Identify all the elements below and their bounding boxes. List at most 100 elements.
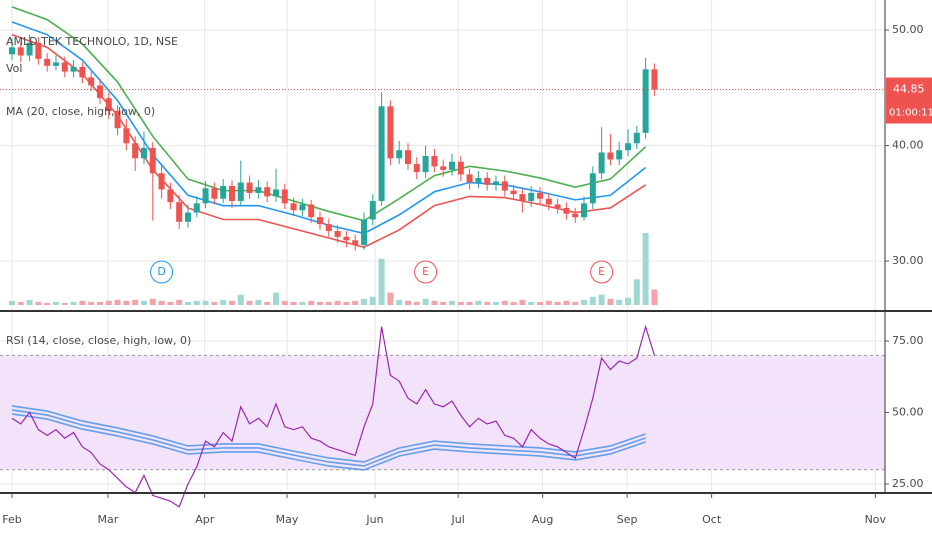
grid	[0, 0, 885, 490]
volume-bar	[493, 301, 500, 305]
candle-body	[246, 182, 253, 193]
candle-body	[220, 186, 227, 199]
volume-bar	[272, 292, 279, 305]
volume-bar	[281, 300, 288, 305]
volume-bar	[158, 300, 165, 305]
volume-bar	[519, 299, 526, 305]
volume-bar	[132, 299, 139, 305]
volume-bar	[589, 296, 596, 305]
candle-body	[211, 188, 218, 199]
candle-body	[255, 187, 262, 193]
candle-body	[123, 128, 130, 144]
candle-body	[422, 155, 429, 173]
volume-bar	[202, 300, 209, 305]
volume-bar	[510, 301, 517, 305]
volume-bar	[422, 298, 429, 305]
volume-bar	[449, 300, 456, 305]
candle-body	[519, 194, 526, 202]
candle-body	[572, 213, 579, 218]
volume-bar	[79, 300, 86, 305]
candle-body	[457, 161, 464, 175]
x-tick-label: Jul	[451, 513, 465, 526]
x-tick-label: Sep	[617, 513, 638, 526]
volume-bar	[528, 301, 535, 305]
volume-bar	[308, 300, 315, 305]
volume-bar	[299, 301, 306, 305]
candle-body	[114, 110, 121, 129]
candle-body	[642, 69, 649, 133]
volume-bar	[149, 298, 156, 305]
y-tick-label: 40.00	[892, 139, 924, 152]
volume-bar	[642, 233, 649, 305]
candle-body	[26, 42, 33, 56]
x-tick-label: Aug	[532, 513, 553, 526]
volume-bar	[290, 301, 297, 305]
candle-body	[281, 189, 288, 204]
indicator-label: MA (20, close, high, low, 0)	[6, 105, 155, 118]
volume-bar	[484, 301, 491, 305]
candle-body	[237, 182, 244, 202]
candle-body	[132, 143, 139, 159]
candle-body	[413, 164, 420, 173]
chart-title: AMLD TEK TECHNOLO, 1D, NSE	[6, 35, 178, 48]
volume-bar	[88, 301, 95, 305]
event-label: E	[422, 265, 429, 278]
y-tick-label: 25.00	[892, 477, 924, 490]
candle-body	[79, 67, 86, 78]
candle-body	[8, 47, 15, 55]
candle-body	[308, 204, 315, 218]
candle-body	[378, 106, 385, 202]
volume-bar	[211, 301, 218, 305]
candle-body	[176, 202, 183, 222]
event-marker	[590, 260, 614, 284]
candle-body	[598, 152, 605, 174]
volume-bar	[431, 300, 438, 305]
event-marker	[150, 260, 174, 284]
rsi-ma-line	[11, 409, 646, 467]
volume-bar	[96, 301, 103, 305]
candle-body	[184, 212, 191, 222]
x-tick-label: Mar	[98, 513, 119, 526]
last-price-label: 44.85	[893, 83, 925, 96]
volume-bar	[61, 302, 68, 305]
volume-bar	[140, 300, 147, 305]
candle-body	[360, 219, 367, 245]
candle-body	[563, 207, 570, 214]
volume-bar	[325, 301, 332, 305]
candle-body	[545, 198, 552, 205]
candle-body	[316, 217, 323, 225]
volume-bar	[52, 301, 59, 305]
candle-body	[405, 150, 412, 165]
volume-bar	[352, 300, 359, 305]
indicator-label: Vol	[6, 62, 22, 75]
x-tick-label: May	[276, 513, 299, 526]
candle-body	[17, 47, 24, 56]
volume-bar	[396, 299, 403, 305]
volume-bar	[264, 301, 271, 305]
candle-body	[264, 187, 271, 197]
volume-bar	[123, 300, 130, 305]
candle-body	[369, 201, 376, 220]
volume-bar	[501, 300, 508, 305]
volume-bar	[625, 297, 632, 305]
candle-body	[334, 231, 341, 237]
candle-body	[228, 186, 235, 202]
y-tick-label: 50.00	[892, 406, 924, 419]
candle-body	[510, 190, 517, 195]
volume-bar	[255, 299, 262, 305]
candle-body	[537, 192, 544, 199]
volume-bar	[572, 301, 579, 305]
volume-bar	[17, 301, 24, 305]
plot	[0, 6, 885, 508]
volume-bar	[343, 301, 350, 305]
volume-bar	[633, 279, 640, 305]
y-tick-label: 75.00	[892, 334, 924, 347]
candle-body	[88, 77, 95, 86]
volume-bar	[651, 289, 658, 305]
event-marker	[414, 260, 438, 284]
volume-bar	[35, 301, 42, 305]
overlay: AMLD TEK TECHNOLO, 1D, NSE Vol MA (20, c…	[2, 23, 932, 526]
candle-body	[440, 166, 447, 170]
volume-bar	[70, 301, 77, 305]
candle-body	[625, 143, 632, 151]
